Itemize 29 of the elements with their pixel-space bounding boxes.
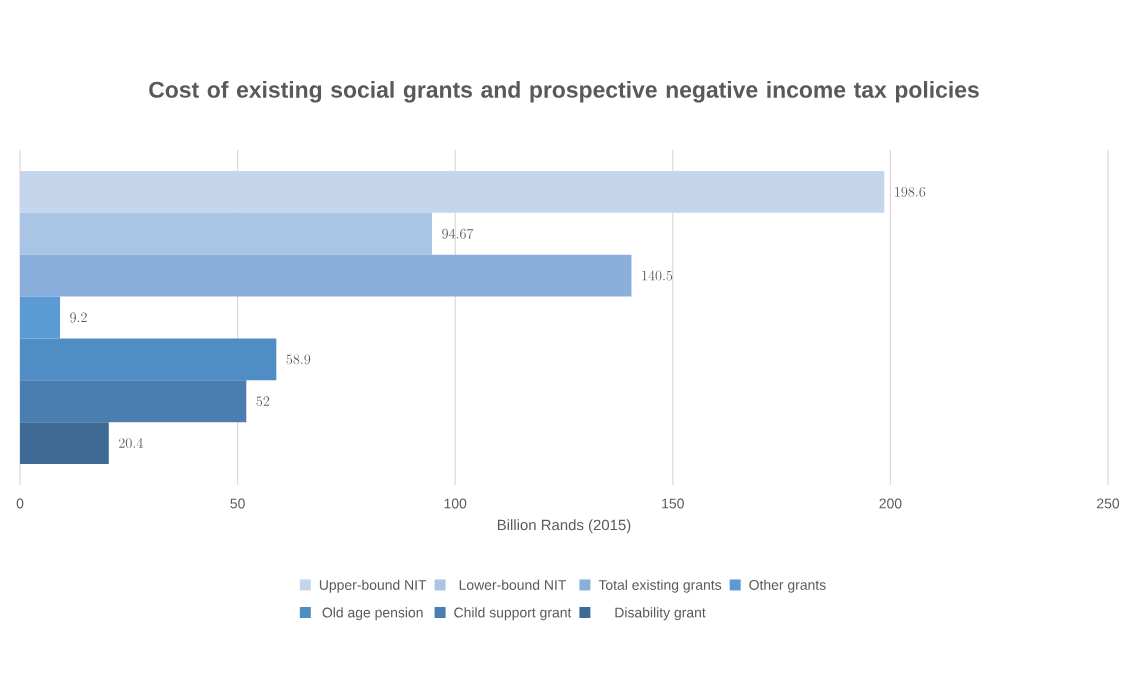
x-tick-label: 50 — [230, 498, 245, 509]
data-label: 94.67 — [442, 228, 474, 239]
legend-label: Child support grant — [454, 607, 572, 621]
legend-label: Lower-bound NIT — [459, 579, 567, 590]
bar — [20, 212, 433, 255]
data-label: 140.5 — [642, 270, 673, 281]
data-label: 52 — [256, 396, 270, 407]
legend-label: Other grants — [749, 579, 826, 593]
bar — [20, 296, 61, 339]
legend-label: Total existing grants — [598, 579, 722, 593]
bar — [20, 254, 632, 297]
legend-label: Disability grant — [615, 607, 706, 621]
x-tick-label: 0 — [16, 498, 24, 509]
x-axis-title: Billion Rands (2015) — [497, 519, 631, 534]
chart-title: Cost of existing social grants and prospective negative income tax policies — [149, 81, 979, 103]
x-tick-label: 200 — [879, 498, 902, 509]
data-label: 198.6 — [895, 186, 926, 197]
x-tick-label: 250 — [1097, 498, 1120, 509]
data-label: 20.4 — [119, 438, 143, 449]
legend-label: Old age pension — [322, 607, 423, 621]
bar — [20, 380, 247, 423]
bar — [20, 170, 885, 213]
legend-label: Upper-bound NIT — [319, 579, 427, 593]
data-label: 9.2 — [70, 312, 87, 323]
bar — [20, 422, 109, 465]
data-label: 58.9 — [286, 354, 311, 365]
x-tick-label: 100 — [444, 498, 467, 509]
x-tick-label: 150 — [662, 498, 684, 509]
bar — [20, 338, 277, 381]
